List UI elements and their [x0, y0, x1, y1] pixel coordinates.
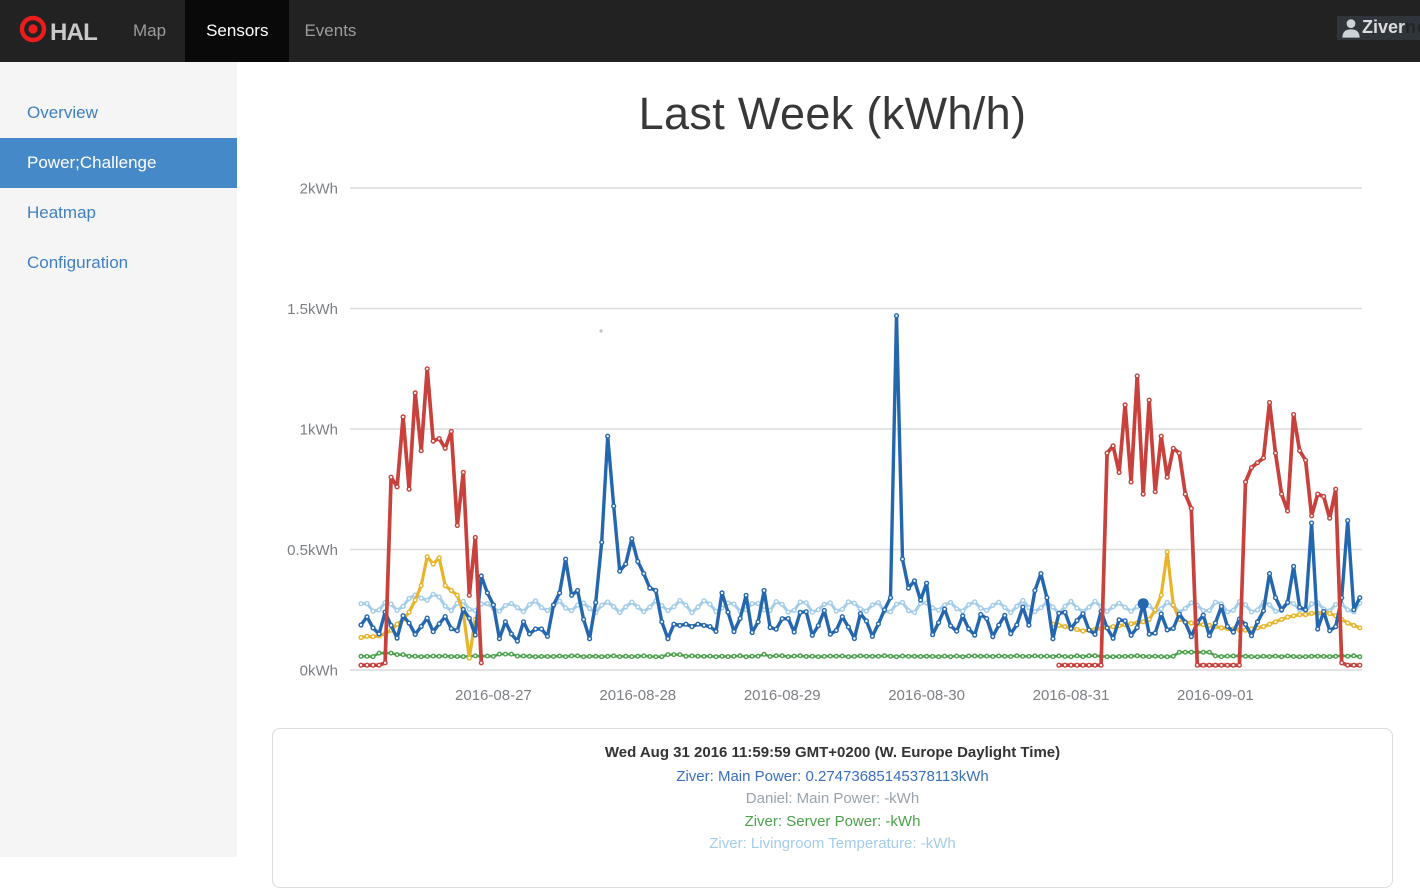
- svg-text:2016-09-01: 2016-09-01: [1177, 687, 1254, 704]
- svg-text:2016-08-30: 2016-08-30: [888, 687, 965, 704]
- svg-text:0.5kWh: 0.5kWh: [287, 542, 338, 559]
- svg-text:2kWh: 2kWh: [300, 181, 338, 198]
- svg-text:1.5kWh: 1.5kWh: [287, 301, 338, 318]
- svg-text:2016-08-27: 2016-08-27: [455, 687, 532, 704]
- svg-text:2016-08-28: 2016-08-28: [599, 687, 676, 704]
- svg-text:0kWh: 0kWh: [300, 663, 338, 680]
- svg-text:2016-08-29: 2016-08-29: [744, 687, 821, 704]
- svg-text:1kWh: 1kWh: [300, 422, 338, 439]
- svg-text:2016-08-31: 2016-08-31: [1033, 687, 1110, 704]
